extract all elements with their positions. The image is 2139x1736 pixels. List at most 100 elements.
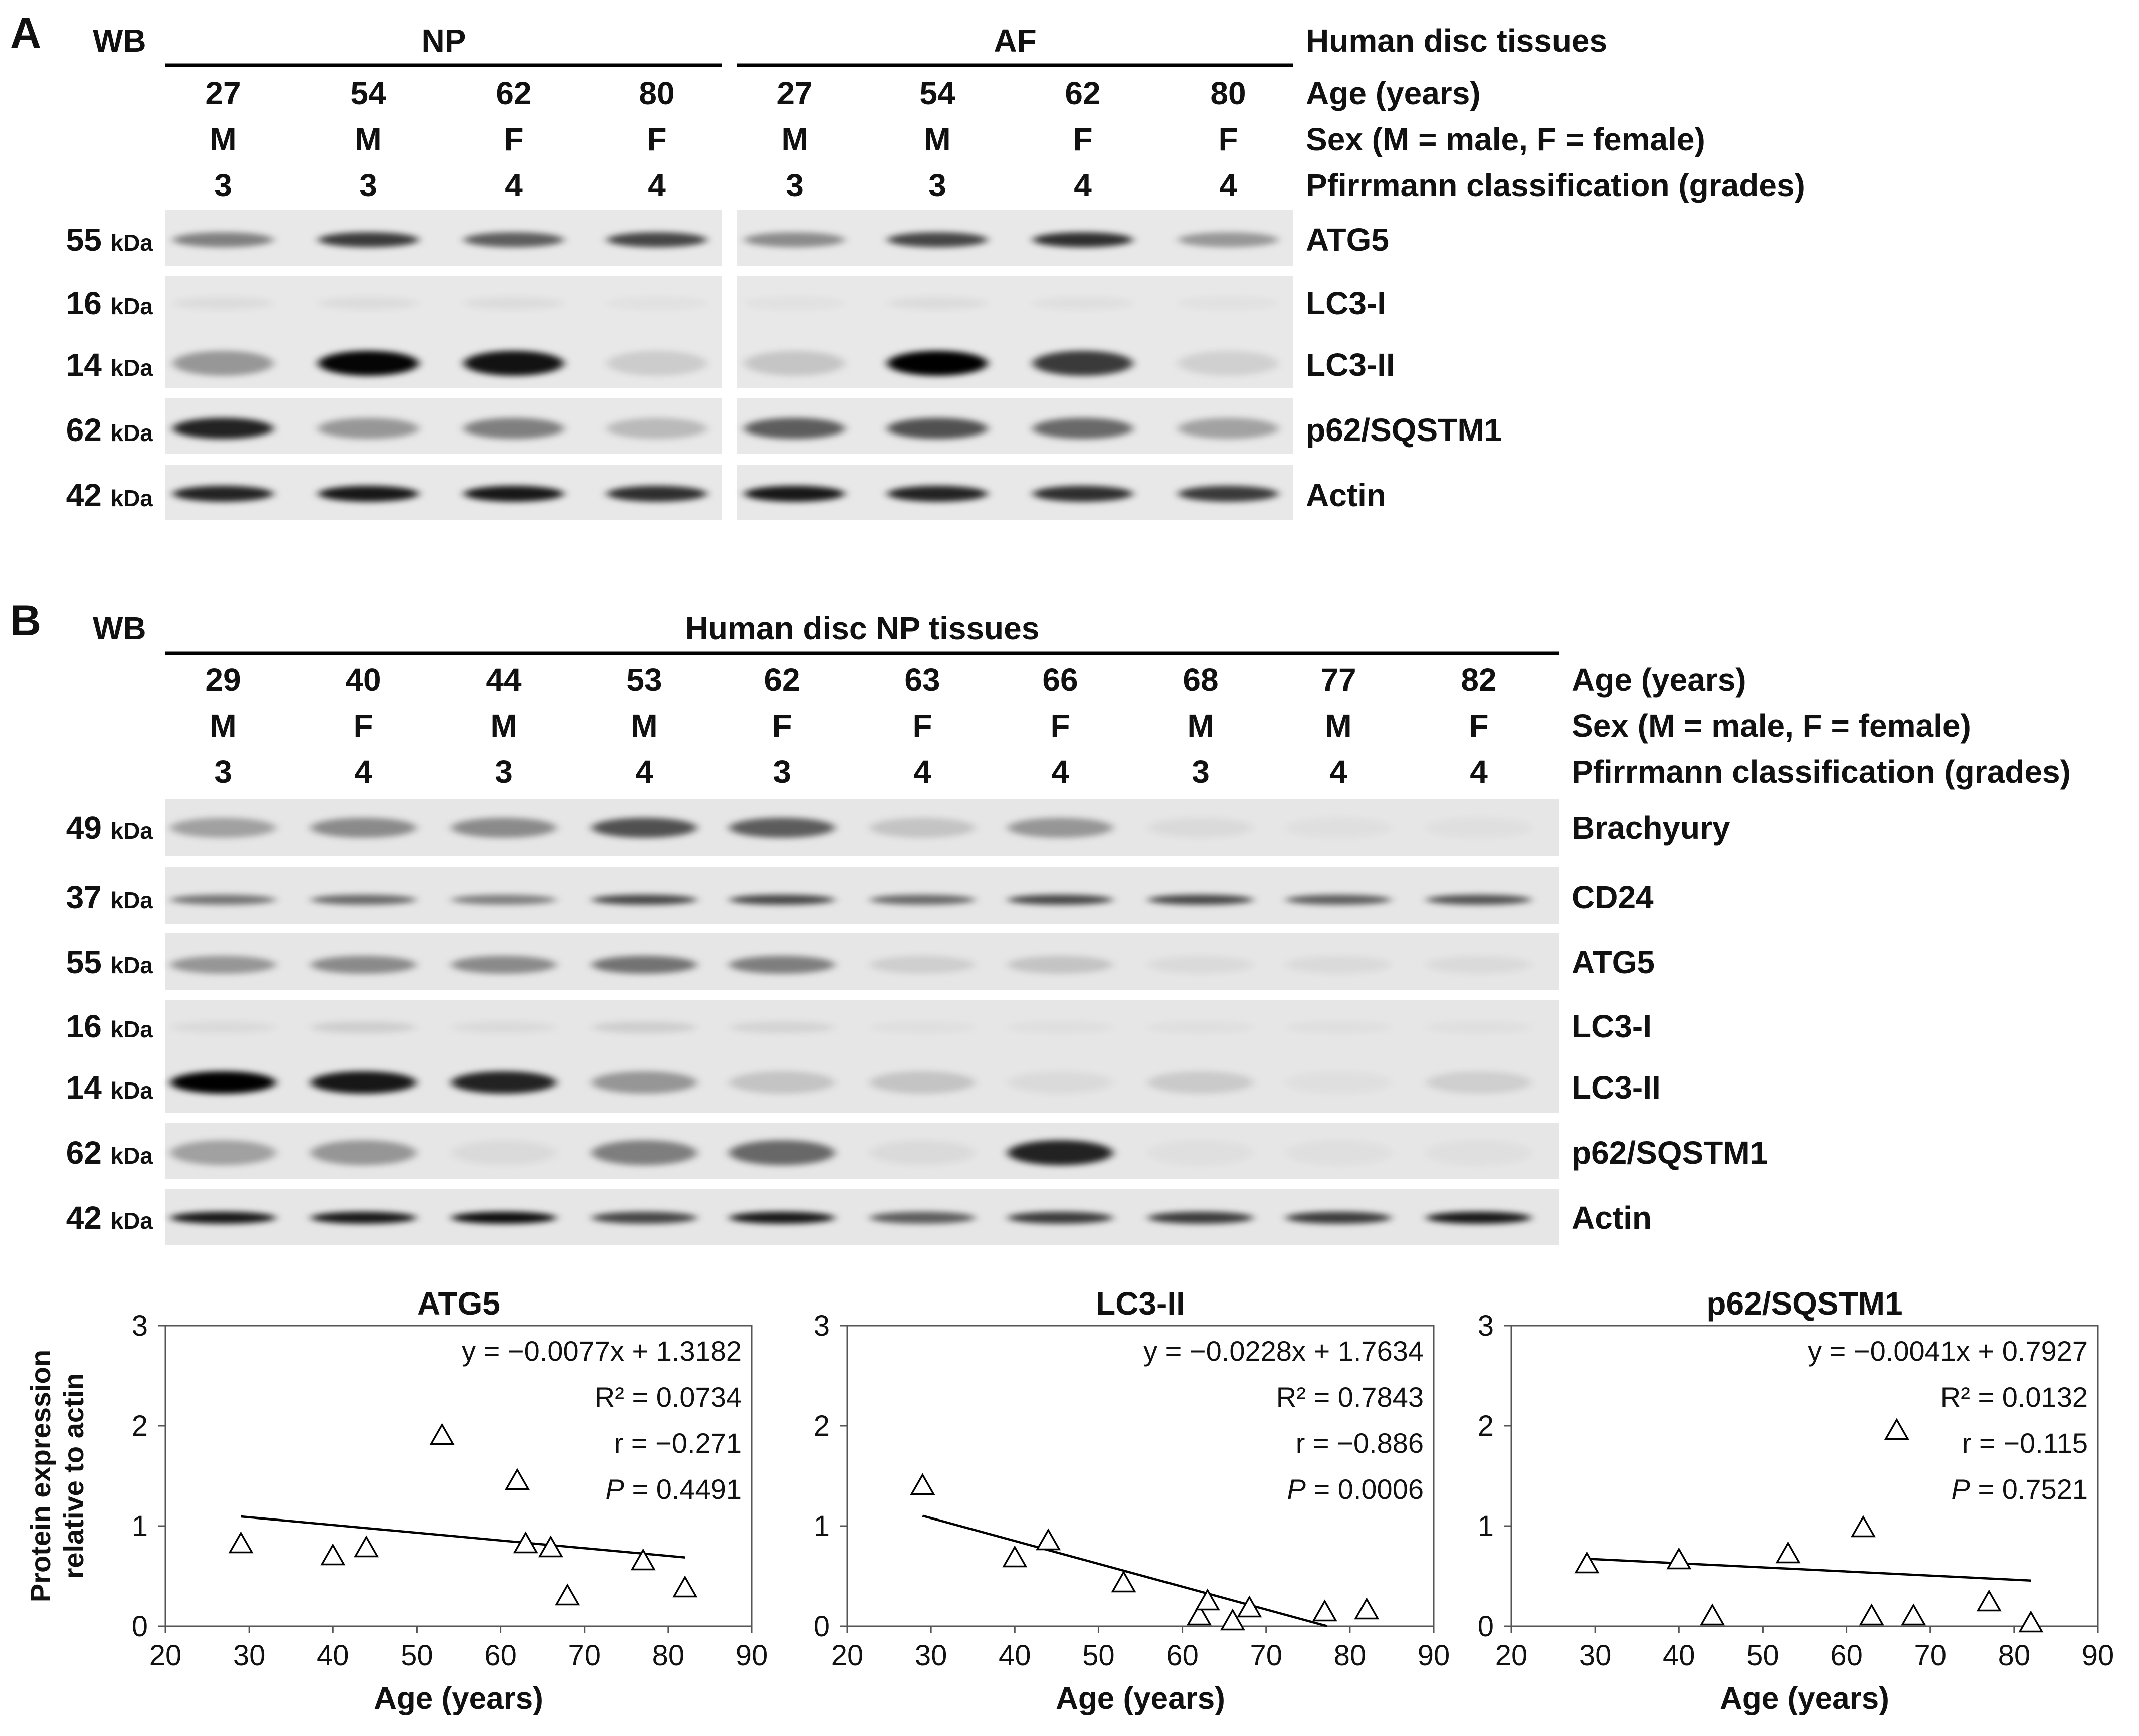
protein-label: Actin (1572, 1200, 1652, 1236)
protein-band (1286, 1212, 1391, 1224)
x-tick-label: 50 (401, 1639, 433, 1672)
sample-age: 62 (764, 662, 800, 698)
protein-band (887, 486, 988, 502)
sample-grade: 4 (1219, 167, 1237, 203)
marker-unit: kDa (111, 1077, 153, 1104)
data-point (354, 1535, 379, 1558)
marker-unit: kDa (111, 485, 153, 511)
sample-age: 80 (639, 75, 674, 111)
protein-band (1178, 232, 1278, 247)
sample-sex: F (1073, 121, 1092, 157)
marker-unit: kDa (111, 1143, 153, 1169)
protein-band (729, 1071, 835, 1094)
protein-band (870, 956, 975, 974)
y-tick-label: 1 (1478, 1510, 1494, 1543)
marker-unit: kDa (111, 887, 153, 913)
data-point (1186, 1603, 1212, 1626)
protein-band (1286, 1140, 1391, 1165)
data-point (1195, 1588, 1220, 1611)
np-group-label: NP (422, 23, 466, 59)
marker-size-label: 62 kDa (66, 1135, 153, 1171)
marker-size-label: 55 kDa (66, 944, 153, 980)
x-tick-label: 50 (1082, 1639, 1115, 1672)
sample-grade: 4 (1329, 754, 1347, 790)
sample-sex: M (210, 708, 236, 744)
protein-band (451, 818, 556, 838)
protein-band (1148, 818, 1253, 838)
marker-size: 49 (66, 810, 111, 846)
panel-a-right-label-grade: Pfirrmann classification (grades) (1306, 167, 1805, 203)
sample-column: 54 M 3 (350, 75, 386, 203)
marker-size: 62 (66, 412, 111, 448)
protein-band (451, 1140, 556, 1165)
protein-band (451, 956, 556, 974)
sample-column: 68 M 3 (1183, 662, 1218, 790)
protein-band (451, 895, 556, 905)
sample-column: 27 M 3 (205, 75, 241, 203)
y-tick-label: 3 (132, 1310, 148, 1342)
x-tick-label: 40 (999, 1639, 1031, 1672)
protein-band (170, 818, 276, 838)
af-group-label: AF (994, 23, 1036, 59)
protein-band (173, 232, 273, 247)
sample-sex: F (912, 708, 932, 744)
x-tick-label: 30 (915, 1639, 947, 1672)
protein-band (1008, 895, 1113, 905)
marker-size-label: 49 kDa (66, 810, 153, 846)
blot-strip (165, 465, 722, 520)
marker-size: 55 (66, 944, 111, 980)
marker-unit: kDa (111, 355, 153, 381)
data-point (1859, 1603, 1884, 1626)
sample-sex: M (924, 121, 950, 157)
protein-band (311, 895, 416, 905)
sample-column: 63 F 4 (904, 662, 940, 790)
sample-column: 44 M 3 (486, 662, 522, 790)
sample-sex: F (353, 708, 373, 744)
marker-unit: kDa (111, 1208, 153, 1234)
x-tick-label: 70 (568, 1639, 601, 1672)
sample-column: 82 F 4 (1461, 662, 1496, 790)
panel-b-letter: B (10, 597, 41, 645)
y-tick-label: 2 (1478, 1410, 1494, 1442)
protein-band (451, 1212, 556, 1224)
x-tick-label: 30 (233, 1639, 266, 1672)
protein-band (451, 1021, 556, 1033)
protein-band (173, 351, 273, 376)
protein-band (1286, 818, 1391, 838)
sample-sex: M (210, 121, 236, 157)
sample-grade: 3 (214, 167, 232, 203)
np-tissues-group-label: Human disc NP tissues (685, 610, 1040, 646)
protein-band (729, 956, 835, 974)
marker-unit: kDa (111, 952, 153, 978)
data-point (1775, 1541, 1801, 1564)
panel-b-blots: 49 kDa Brachyury 37 kDa CD24 55 kDa ATG5 16 kD… (66, 799, 1768, 1245)
blot-strip (165, 1000, 1559, 1113)
protein-band (170, 956, 276, 974)
protein-band (607, 418, 707, 439)
data-point (1312, 1599, 1337, 1622)
marker-size: 62 (66, 1135, 111, 1171)
x-tick-label: 70 (1250, 1639, 1282, 1672)
protein-band (592, 895, 697, 905)
protein-band (170, 1212, 276, 1224)
protein-band (464, 232, 564, 247)
blot-strip (165, 276, 722, 388)
stat-annotation: y = −0.0077x + 1.3182 (462, 1335, 742, 1367)
sample-age: 66 (1042, 662, 1078, 698)
protein-band (887, 351, 988, 376)
protein-band (464, 486, 564, 502)
sample-sex: F (1469, 708, 1488, 744)
blot-strip (737, 398, 1293, 454)
x-axis-label: Age (years) (1720, 1681, 1889, 1716)
y-tick-label: 1 (132, 1510, 148, 1543)
protein-band (729, 895, 835, 905)
marker-size-label: 14 kDa (66, 347, 153, 383)
protein-band (607, 297, 707, 310)
data-point (1850, 1515, 1876, 1538)
marker-size-label: 16 kDa (66, 1008, 153, 1044)
protein-band (451, 1071, 556, 1094)
protein-band (1148, 1021, 1253, 1033)
x-tick-label: 40 (1663, 1639, 1695, 1672)
marker-size: 16 (66, 1008, 111, 1044)
x-tick-label: 80 (652, 1639, 685, 1672)
